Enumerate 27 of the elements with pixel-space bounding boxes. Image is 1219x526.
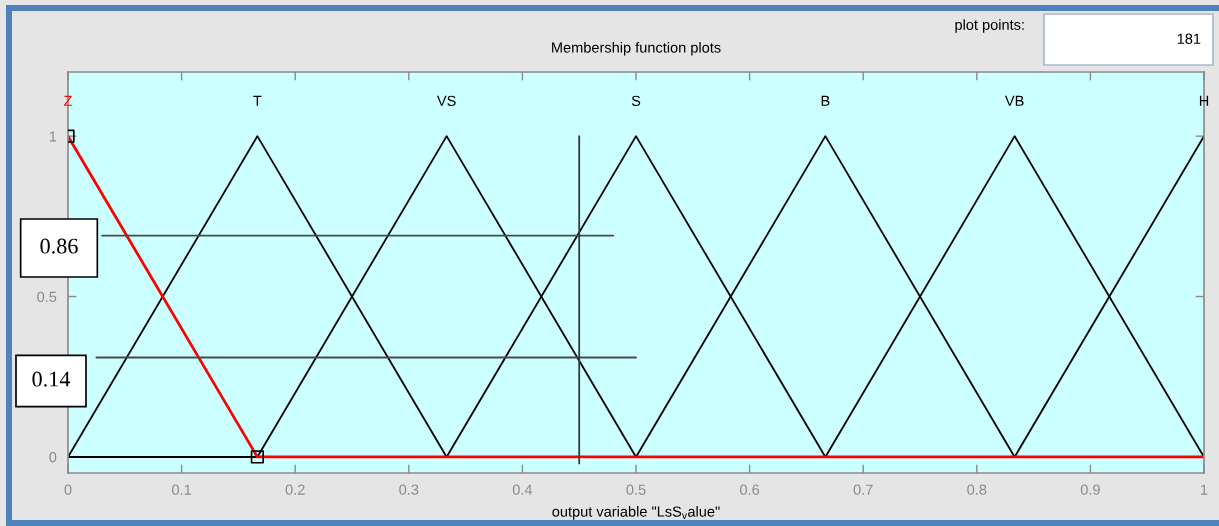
chart-title: Membership function plots bbox=[552, 41, 721, 56]
annotation: 0.86 bbox=[40, 238, 78, 254]
x-tick-label: 0.5 bbox=[626, 484, 646, 495]
text: T bbox=[253, 95, 262, 106]
x-axis-title: output variable "LsS$_{v}$alue" bbox=[552, 506, 720, 520]
x-tick-label: 0.4 bbox=[512, 484, 533, 495]
x-tick-label: 0.3 bbox=[399, 484, 419, 495]
text: S bbox=[631, 95, 641, 106]
x-tick-label: 1 bbox=[1201, 484, 1208, 495]
text: H bbox=[1199, 95, 1209, 106]
text: VB bbox=[1004, 95, 1024, 106]
y-tick-label: 0.5 bbox=[37, 291, 57, 302]
text: 181 bbox=[1177, 33, 1201, 44]
x-tick-label: 0.8 bbox=[967, 484, 987, 495]
annotation: 0.14 bbox=[32, 371, 71, 387]
y-tick-label: 0 bbox=[49, 452, 57, 463]
x-tick-label: 0.7 bbox=[853, 484, 873, 495]
y-tick-label: 1 bbox=[49, 131, 57, 142]
text: VS bbox=[436, 95, 456, 106]
x-tick-label: 0.2 bbox=[285, 484, 305, 495]
x-tick-label: 0 bbox=[64, 484, 72, 495]
text: plot points: bbox=[955, 19, 1024, 33]
x-tick-label: 0.1 bbox=[172, 484, 192, 495]
x-tick-label: 0.6 bbox=[740, 484, 760, 495]
text: B bbox=[821, 95, 830, 106]
text: Z bbox=[64, 95, 72, 106]
x-tick-label: 0.9 bbox=[1080, 484, 1100, 495]
